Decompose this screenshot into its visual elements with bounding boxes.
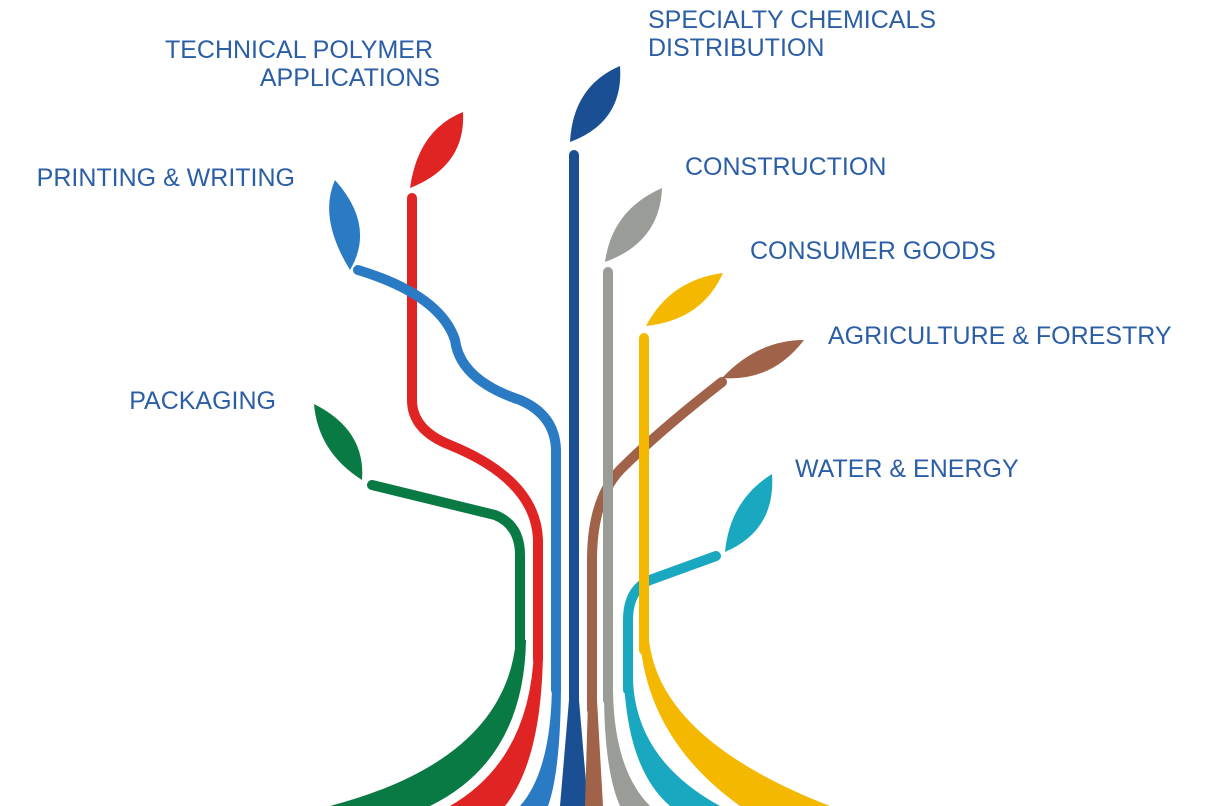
blue-stem [358, 270, 556, 690]
leaf [329, 180, 360, 270]
tree-diagram: SPECIALTY CHEMICALS DISTRIBUTION TECHNIC… [0, 0, 1205, 806]
leaf [605, 188, 662, 262]
label: AGRICULTURE & FORESTRY [828, 322, 1172, 350]
page: {"nodes": [ {"lines": ["SPECIALTY CHEMIC… [0, 0, 1205, 806]
trunk-base [330, 640, 830, 806]
leaf [646, 273, 723, 326]
darkblue-flare [560, 700, 588, 806]
label: WATER & ENERGY [795, 455, 1019, 483]
stems [358, 155, 722, 710]
leaf [570, 66, 620, 142]
label-line: TECHNICAL POLYMER [165, 36, 433, 64]
label: CONSUMER GOODS [750, 237, 996, 265]
leaf [725, 474, 772, 552]
green-stem [372, 485, 520, 650]
label-line: SPECIALTY CHEMICALS [648, 6, 936, 34]
label: PRINTING & WRITING [37, 164, 295, 192]
label: TECHNICAL POLYMER APPLICATIONS [165, 36, 440, 92]
label: CONSTRUCTION [685, 153, 886, 181]
label: PACKAGING [129, 387, 276, 415]
label: SPECIALTY CHEMICALS DISTRIBUTION [648, 6, 943, 62]
label-line: DISTRIBUTION [648, 34, 824, 62]
leaf [410, 112, 463, 188]
label-line: APPLICATIONS [260, 64, 440, 92]
leaf [314, 404, 362, 480]
brown-flare [585, 700, 603, 806]
leaf [722, 340, 804, 378]
